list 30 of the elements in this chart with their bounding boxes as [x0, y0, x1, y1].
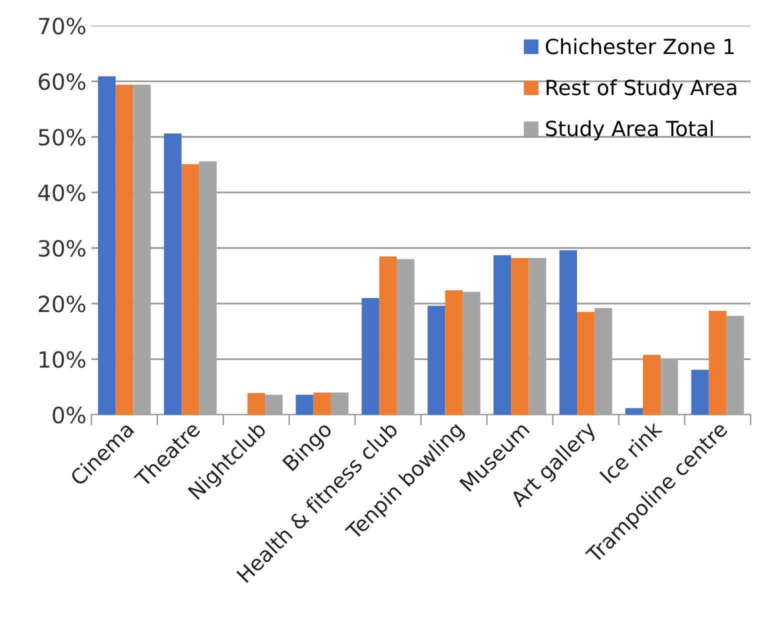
y-tick-label: 10%: [40, 351, 86, 368]
bar: [164, 134, 182, 415]
y-tick-label: 70%: [39, 18, 86, 34]
legend-label: Chichester Zone 1: [546, 38, 734, 54]
legend-label: Study Area Total: [546, 120, 713, 140]
bar: [428, 306, 446, 415]
bar: [494, 255, 512, 415]
bar: [98, 76, 116, 415]
bar: [625, 408, 643, 415]
bar: [362, 298, 380, 415]
bar: [313, 392, 331, 415]
y-tick-label: 60%: [38, 73, 86, 90]
bar: [182, 164, 200, 415]
legend-label: Rest of Study Area: [546, 79, 736, 100]
y-tick-label: 0%: [52, 406, 86, 424]
y-tick-label: 30%: [38, 240, 86, 257]
bar: [116, 84, 134, 415]
y-tick-label: 20%: [38, 296, 86, 312]
bar: [379, 256, 397, 415]
bar: [511, 258, 529, 415]
bar: [691, 370, 709, 415]
y-tick-label: 50%: [38, 128, 86, 146]
y-tick-label: 40%: [38, 184, 86, 202]
bar: [577, 312, 595, 415]
bar: [642, 354, 660, 415]
bar: [445, 290, 463, 415]
bar: [708, 310, 726, 415]
bar: [559, 250, 577, 415]
bar: [296, 394, 314, 415]
bar: [247, 393, 266, 415]
